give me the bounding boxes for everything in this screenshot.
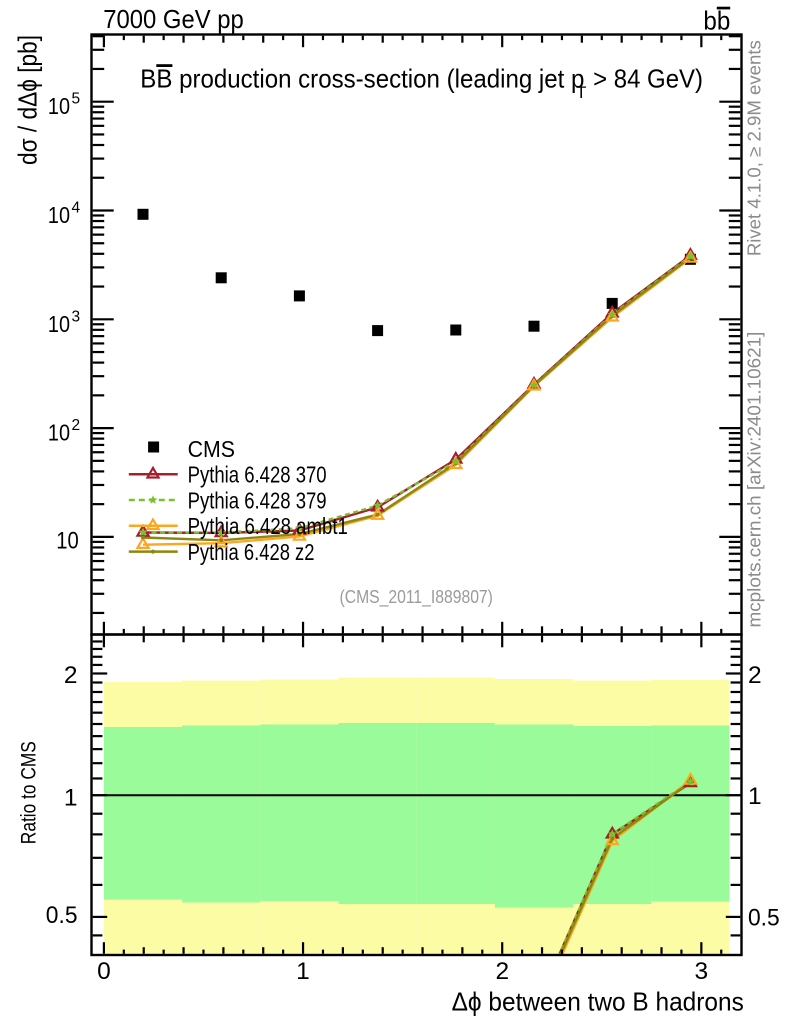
svg-text:0: 0 <box>97 958 111 985</box>
svg-text:T: T <box>576 83 586 102</box>
svg-text:Rivet 4.1.0, ≥ 2.9M events: Rivet 4.1.0, ≥ 2.9M events <box>745 40 765 256</box>
svg-text:2: 2 <box>748 662 762 689</box>
svg-text:1: 1 <box>748 783 762 810</box>
svg-text:2: 2 <box>64 662 78 689</box>
svg-text:7000 GeV pp: 7000 GeV pp <box>103 4 244 34</box>
svg-text:10: 10 <box>48 311 70 337</box>
svg-text:> 84 GeV): > 84 GeV) <box>593 64 703 94</box>
svg-text:1: 1 <box>64 785 78 812</box>
svg-text:10: 10 <box>48 420 70 446</box>
svg-text:10: 10 <box>48 93 70 119</box>
svg-text:(CMS_2011_I889807): (CMS_2011_I889807) <box>340 587 493 608</box>
svg-text:0.5: 0.5 <box>46 902 78 929</box>
svg-text:dσ / dΔϕ [pb]: dσ / dΔϕ [pb] <box>13 35 43 165</box>
svg-text:2: 2 <box>495 958 509 985</box>
svg-text:3: 3 <box>694 958 708 985</box>
svg-text:BB production cross-section (l: BB production cross-section (leading jet… <box>140 64 584 94</box>
svg-text:bb: bb <box>703 5 730 35</box>
svg-text:CMS: CMS <box>188 436 235 462</box>
svg-text:mcplots.cern.ch [arXiv:2401.10: mcplots.cern.ch [arXiv:2401.10621] <box>745 332 765 628</box>
svg-text:10: 10 <box>56 528 79 555</box>
svg-text:2: 2 <box>72 417 81 434</box>
svg-text:Pythia 6.428 379: Pythia 6.428 379 <box>188 487 327 513</box>
svg-text:4: 4 <box>72 200 81 217</box>
svg-text:0.5: 0.5 <box>748 905 780 932</box>
svg-text:Pythia 6.428 z2: Pythia 6.428 z2 <box>188 539 315 565</box>
svg-text:10: 10 <box>48 202 70 228</box>
svg-text:5: 5 <box>72 91 81 108</box>
svg-text:Δϕ between two B hadrons: Δϕ between two B hadrons <box>452 987 744 1017</box>
svg-text:Pythia 6.428 ambt1: Pythia 6.428 ambt1 <box>188 513 348 539</box>
svg-text:1: 1 <box>296 958 310 985</box>
svg-text:Ratio to CMS: Ratio to CMS <box>18 741 41 844</box>
svg-text:3: 3 <box>72 308 81 325</box>
svg-text:Pythia 6.428 370: Pythia 6.428 370 <box>188 462 327 488</box>
